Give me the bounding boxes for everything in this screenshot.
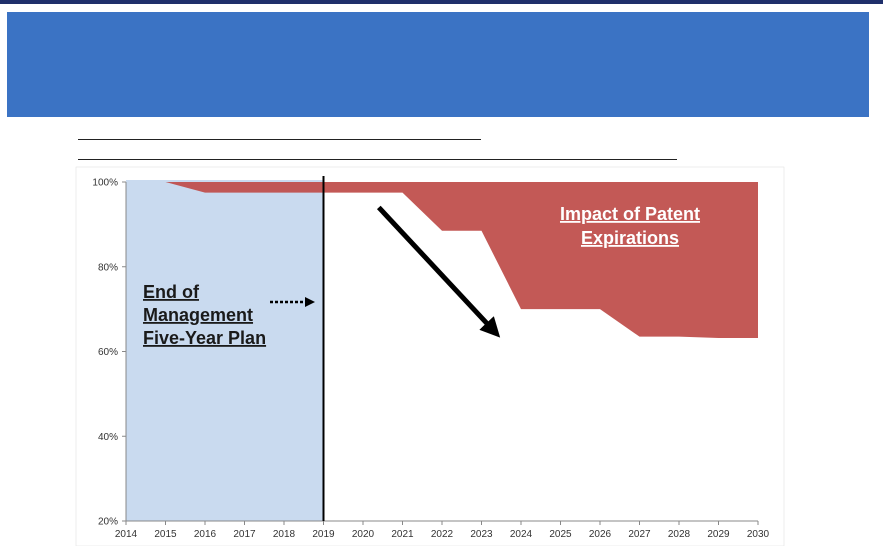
y-tick-label: 80% [98,262,118,273]
heading-underline-2 [78,159,677,160]
y-tick-label: 60% [98,347,118,358]
x-tick-label: 2021 [391,529,414,540]
patent-impact-area-0 [126,182,758,338]
plan-annotation-line-2: Management [143,305,253,325]
x-tick-label: 2020 [352,529,375,540]
decline-trend-arrow [376,205,501,338]
plan-annotation-line-3: Five-Year Plan [143,328,266,348]
x-tick-label: 2017 [233,529,256,540]
top-rule [0,0,883,4]
x-tick-label: 2026 [589,529,612,540]
x-tick-label: 2022 [431,529,454,540]
x-tick-label: 2024 [510,529,533,540]
title-banner [7,12,869,117]
x-tick-label: 2028 [668,529,691,540]
x-tick-label: 2014 [115,529,138,540]
x-tick-label: 2018 [273,529,296,540]
x-tick-label: 2030 [747,529,770,540]
patent-annotation-line-2: Expirations [581,228,679,248]
y-tick-label: 100% [92,178,118,189]
patent-annotation-line-1: Impact of Patent [560,204,700,224]
x-tick-label: 2015 [154,529,177,540]
y-tick-label: 40% [98,432,118,443]
plan-annotation-line-1: End of [143,282,200,302]
x-tick-label: 2016 [194,529,217,540]
x-tick-label: 2019 [312,529,335,540]
heading-underline-1 [78,139,481,140]
x-tick-label: 2025 [549,529,572,540]
x-tick-label: 2023 [470,529,493,540]
plan-period-shading [126,180,324,521]
x-tick-label: 2029 [707,529,730,540]
y-tick-label: 20% [98,517,118,528]
x-tick-label: 2027 [628,529,651,540]
